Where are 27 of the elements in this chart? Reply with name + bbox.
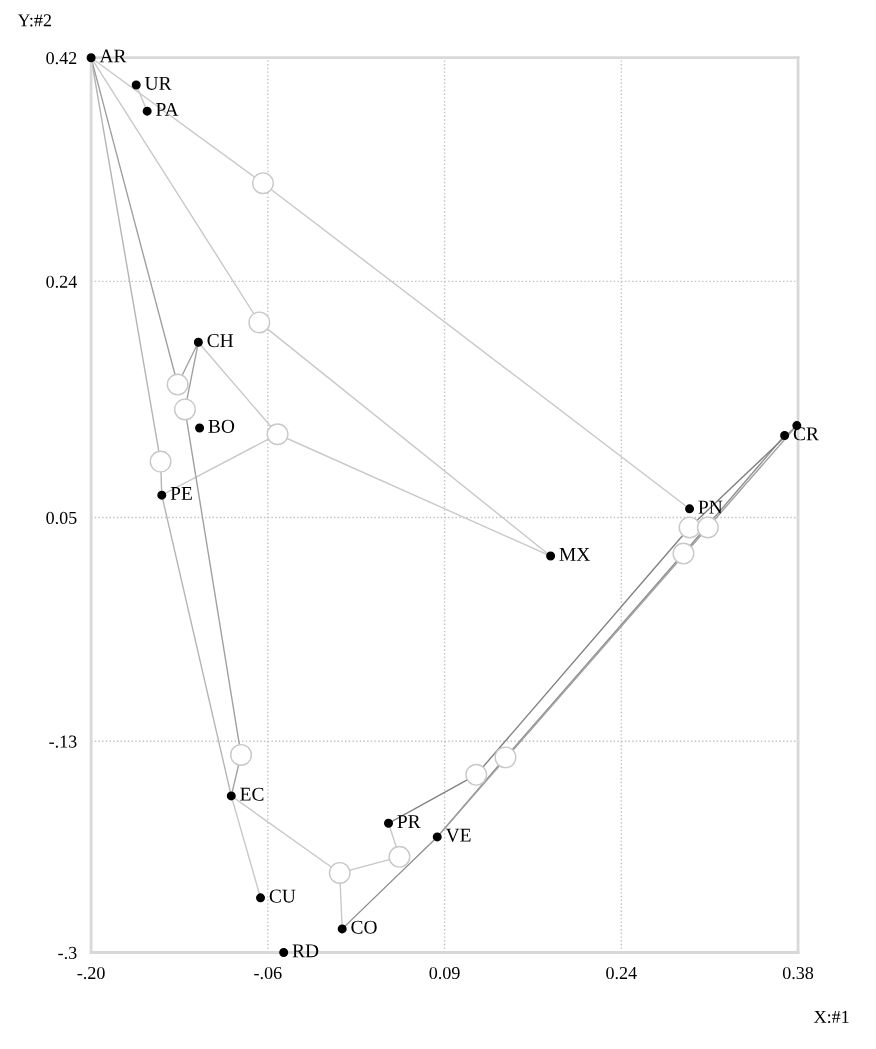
x-tick-label: 0.38 (782, 966, 814, 980)
annotation: PR (397, 815, 421, 828)
annotation: CH (207, 334, 234, 348)
annotation: UR (144, 76, 172, 90)
y-tick-label: -.3 (58, 946, 77, 960)
x-tick-label: -.06 (254, 966, 282, 980)
x-tick-label: 0.09 (429, 966, 460, 980)
annotation: CU (269, 889, 296, 903)
y-tick-label: -.13 (49, 735, 77, 748)
y-axis-title: Y:#2 (17, 14, 51, 27)
annotation: PA (156, 102, 179, 116)
annotation: PE (170, 487, 192, 500)
y-tick-label: 0.24 (46, 275, 77, 288)
y-tick-label: 0.05 (46, 511, 77, 525)
annotation: RD (292, 944, 319, 958)
x-tick-label: 0.24 (606, 966, 637, 980)
annotation: PN (698, 500, 723, 514)
x-tick-label: -.20 (77, 966, 105, 980)
x-axis-title: X:#1 (814, 1010, 849, 1024)
annotation: BO (208, 419, 235, 433)
annotation: CO (351, 920, 377, 934)
annotation: EC (240, 787, 264, 801)
annotation: VE (445, 828, 471, 842)
annotation: CR (793, 427, 819, 441)
annotation: MX (559, 547, 590, 561)
y-tick-label: 0.42 (46, 51, 77, 65)
annotation: AR (99, 49, 127, 63)
